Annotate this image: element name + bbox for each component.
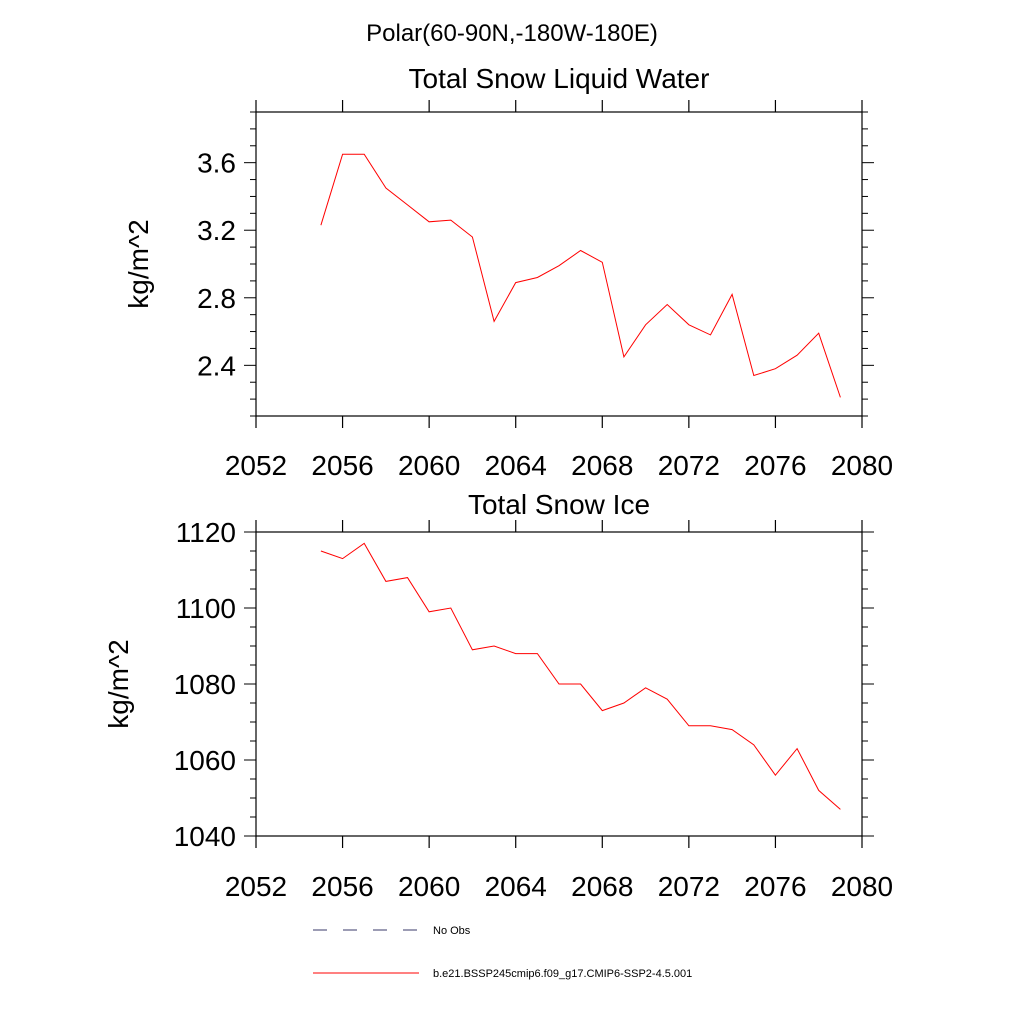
series-line bbox=[320, 153, 841, 398]
y-tick-label: 1100 bbox=[176, 593, 236, 624]
panel-snow-liquid-water: Total Snow Liquid Water 2052 2056 2060 2064 2… bbox=[123, 63, 893, 481]
x-tick-label: 2080 bbox=[831, 871, 893, 902]
y-tick-label: 1080 bbox=[174, 669, 236, 700]
y-axis-label: kg/m^2 bbox=[103, 639, 134, 728]
super-title: Polar(60-90N,-180W-180E) bbox=[366, 20, 658, 47]
panel-title: Total Snow Liquid Water bbox=[409, 63, 710, 94]
x-tick-label: 2080 bbox=[831, 450, 893, 481]
panel-title: Total Snow Ice bbox=[468, 489, 650, 520]
x-tick-label: 2060 bbox=[398, 450, 460, 481]
y-tick-label: 1060 bbox=[174, 745, 236, 776]
y-tick-label: 2.8 bbox=[197, 283, 236, 314]
x-tick-label: 2052 bbox=[225, 450, 287, 481]
x-tick-label: 2056 bbox=[311, 450, 373, 481]
x-tick-label: 2072 bbox=[658, 450, 720, 481]
x-tick-label: 2056 bbox=[311, 871, 373, 902]
x-tick-label: 2076 bbox=[744, 450, 806, 481]
legend-label-model-run: b.e21.BSSP245cmip6.f09_g17.CMIP6-SSP2-4.… bbox=[433, 968, 692, 980]
x-tick-label: 2064 bbox=[485, 871, 547, 902]
y-tick-label: 1120 bbox=[176, 517, 236, 548]
series-line bbox=[320, 542, 841, 810]
x-tick-label: 2052 bbox=[225, 871, 287, 902]
y-tick-label: 3.2 bbox=[197, 215, 236, 246]
x-tick-label: 2064 bbox=[485, 450, 547, 481]
legend: No Obs b.e21.BSSP245cmip6.f09_g17.CMIP6-… bbox=[313, 925, 692, 980]
panel-snow-ice: Total Snow Ice 2052 2056 2060 2064 2068 2072 20… bbox=[103, 489, 893, 902]
y-tick-label: 2.4 bbox=[197, 350, 236, 381]
x-tick-label: 2076 bbox=[744, 871, 806, 902]
x-tick-label: 2068 bbox=[571, 871, 633, 902]
x-tick-label: 2060 bbox=[398, 871, 460, 902]
y-tick-label: 3.6 bbox=[197, 148, 236, 179]
legend-label-no-obs: No Obs bbox=[433, 925, 471, 937]
y-axis-label: kg/m^2 bbox=[123, 219, 154, 308]
x-tick-label: 2072 bbox=[658, 871, 720, 902]
y-tick-label: 1040 bbox=[174, 821, 236, 852]
x-tick-label: 2068 bbox=[571, 450, 633, 481]
